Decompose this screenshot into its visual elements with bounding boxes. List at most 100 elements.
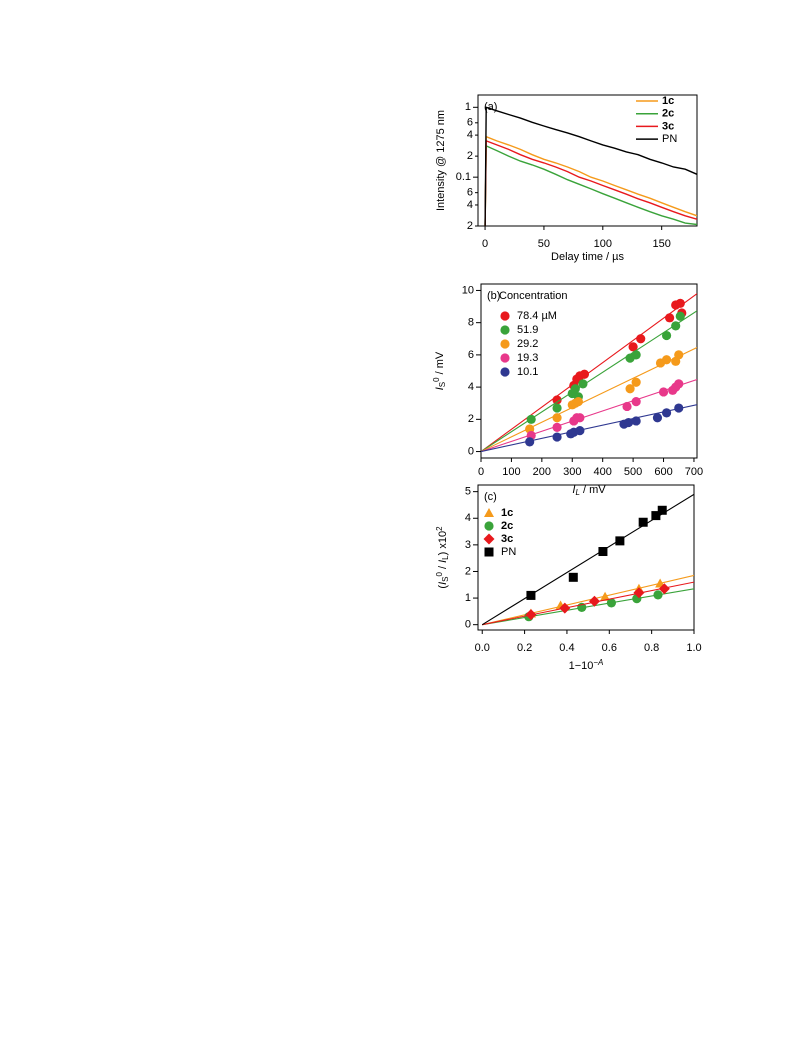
y-tick-label: 3 <box>465 539 471 551</box>
marker <box>579 369 590 379</box>
label-part: S <box>441 576 450 581</box>
series-line <box>484 106 697 226</box>
label-part: 2 <box>435 526 444 531</box>
marker <box>575 413 585 423</box>
legend-title: Concentration <box>499 290 568 302</box>
marker <box>671 321 681 331</box>
series-line <box>484 135 697 226</box>
legend-label: 2c <box>662 108 674 120</box>
legend-label: 3c <box>662 120 674 132</box>
label-part: / <box>437 563 449 572</box>
legend-label: 1c <box>501 507 513 519</box>
marker <box>525 609 537 621</box>
y-tick-label: 5 <box>465 486 471 498</box>
annotation: (b) <box>487 290 500 302</box>
marker <box>651 511 661 521</box>
legend-label: 1c <box>662 95 674 107</box>
x-tick-label: 600 <box>654 466 672 478</box>
x-tick-label: 0 <box>478 466 484 478</box>
label-part: I <box>437 560 449 563</box>
marker <box>552 403 562 413</box>
label-part: I <box>572 484 575 496</box>
annotation: (c) <box>484 491 497 503</box>
marker <box>600 591 611 601</box>
marker <box>625 384 635 394</box>
y-tick-label: 1 <box>465 101 471 113</box>
marker <box>559 602 571 614</box>
legend-label: 3c <box>501 533 513 545</box>
y-tick-label: 2 <box>468 413 474 425</box>
y-tick-label: 1 <box>465 592 471 604</box>
y-tick-label: 4 <box>467 129 473 141</box>
legend-label: 78.4 µM <box>517 310 557 322</box>
marker <box>500 325 510 335</box>
marker <box>570 384 580 394</box>
label-part: L <box>575 488 579 497</box>
marker <box>674 403 684 413</box>
legend-label: 51.9 <box>517 324 538 336</box>
label-part: 1−10 <box>569 660 594 672</box>
series-line <box>484 144 697 226</box>
y-tick-label: 2 <box>465 565 471 577</box>
plot-area <box>481 493 694 626</box>
marker <box>628 342 638 352</box>
x-tick-label: 100 <box>502 466 520 478</box>
legend-label: 29.2 <box>517 338 538 350</box>
x-tick-label: 200 <box>533 466 551 478</box>
y-axis-label: IS0 / mV <box>432 351 447 390</box>
marker <box>657 505 667 515</box>
x-tick-label: 0.0 <box>475 642 490 654</box>
marker <box>658 387 669 397</box>
label-part: L <box>441 555 450 560</box>
marker <box>575 426 585 436</box>
x-tick-label: 700 <box>685 466 703 478</box>
marker <box>573 397 583 407</box>
marker <box>526 590 536 600</box>
marker <box>661 330 672 341</box>
label-part: −A <box>593 658 603 667</box>
y-tick-label: 6 <box>467 187 473 199</box>
fit-line <box>481 404 697 453</box>
y-tick-label: 8 <box>468 317 474 329</box>
x-tick-label: 50 <box>538 238 550 250</box>
marker <box>598 547 608 557</box>
x-axis-label: Delay time / µs <box>551 251 624 263</box>
y-tick-label: 10 <box>462 284 474 296</box>
plot-frame <box>480 283 698 459</box>
marker <box>653 590 663 600</box>
series-line <box>484 139 697 226</box>
marker <box>552 413 562 423</box>
fit-line <box>482 581 694 626</box>
y-tick-label: 4 <box>465 512 471 524</box>
y-tick-label: 2 <box>467 150 473 162</box>
marker <box>552 432 562 442</box>
marker <box>500 353 510 363</box>
marker <box>483 533 495 545</box>
marker <box>606 598 617 608</box>
plot-area <box>484 106 697 226</box>
marker <box>631 397 641 407</box>
x-tick-label: 0.8 <box>644 642 659 654</box>
marker <box>484 547 494 557</box>
marker <box>525 437 535 447</box>
marker <box>631 350 641 360</box>
x-tick-label: 0.6 <box>602 642 617 654</box>
plot-frame <box>477 94 698 227</box>
y-tick-label: 6 <box>467 117 473 129</box>
marker <box>622 401 632 412</box>
marker <box>623 417 634 428</box>
legend-label: PN <box>501 546 516 558</box>
fit-line <box>481 293 697 452</box>
marker <box>661 355 672 365</box>
x-tick-label: 0 <box>482 238 488 250</box>
marker <box>552 395 562 405</box>
y-tick-label: 2 <box>467 220 473 232</box>
x-tick-label: 150 <box>652 238 670 250</box>
marker <box>588 595 600 607</box>
marker <box>658 583 670 595</box>
x-tick-label: 0.2 <box>517 642 532 654</box>
x-tick-label: 0.4 <box>559 642 574 654</box>
marker <box>675 298 685 308</box>
